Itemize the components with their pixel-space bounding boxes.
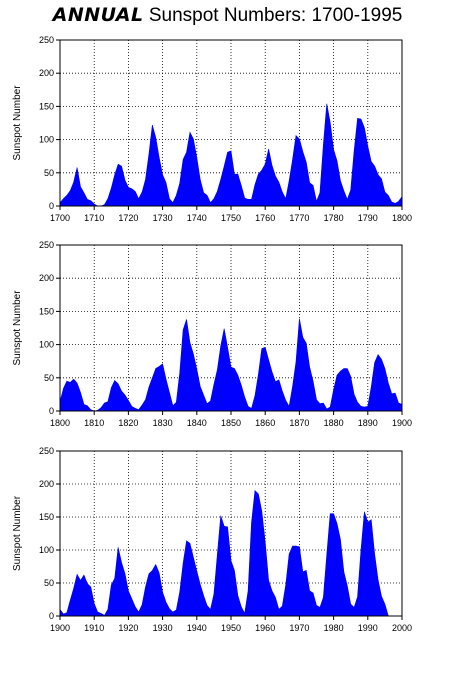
sunspot-area-series xyxy=(59,103,403,207)
y-tick-label: 100 xyxy=(39,340,54,350)
y-tick-label: 0 xyxy=(49,611,54,621)
x-tick-label: 1980 xyxy=(324,623,344,633)
x-tick-label: 1760 xyxy=(255,213,275,223)
x-tick-label: 1840 xyxy=(187,418,207,428)
x-tick-label: 1850 xyxy=(221,418,241,428)
x-tick-label: 1870 xyxy=(289,418,309,428)
page-title: ANNUAL Sunspot Numbers: 1700-1995 xyxy=(0,4,455,27)
x-tick-label: 1900 xyxy=(392,418,412,428)
y-tick-label: 200 xyxy=(39,479,54,489)
y-tick-label: 50 xyxy=(44,373,54,383)
chart-panel-3: 1900 1910 1920 1930 1940 1950 1960 1970 1980 1990… xyxy=(12,446,412,633)
x-tick-label: 1890 xyxy=(358,418,378,428)
x-tick-label: 1860 xyxy=(255,418,275,428)
y-tick-label: 150 xyxy=(39,101,54,111)
y-tick-label: 100 xyxy=(39,545,54,555)
y-axis-label: Sunspot Number xyxy=(12,495,23,571)
x-tick-label: 1790 xyxy=(358,213,378,223)
y-tick-label: 250 xyxy=(39,446,54,456)
y-tick-label: 50 xyxy=(44,578,54,588)
chart-panel-1: 1700 1710 1720 1730 1740 1750 1760 1770 1780 1790… xyxy=(12,35,412,223)
x-tick-label: 1730 xyxy=(153,213,173,223)
x-tick-label: 1770 xyxy=(289,213,309,223)
x-tick-label: 1800 xyxy=(392,213,412,223)
y-tick-label: 50 xyxy=(44,168,54,178)
x-tick-label: 1780 xyxy=(324,213,344,223)
x-tick-label: 1740 xyxy=(187,213,207,223)
y-tick-label: 200 xyxy=(39,68,54,78)
x-tick-label: 1930 xyxy=(153,623,173,633)
y-tick-label: 150 xyxy=(39,512,54,522)
x-tick-label: 1900 xyxy=(50,623,70,633)
x-tick-label: 2000 xyxy=(392,623,412,633)
x-tick-label: 1920 xyxy=(118,623,138,633)
y-tick-label: 0 xyxy=(49,406,54,416)
x-tick-label: 1800 xyxy=(50,418,70,428)
y-axis-label: Sunspot Number xyxy=(12,290,23,366)
x-tick-label: 1750 xyxy=(221,213,241,223)
y-axis-label: Sunspot Number xyxy=(12,85,23,161)
x-tick-label: 1960 xyxy=(255,623,275,633)
x-tick-label: 1820 xyxy=(118,418,138,428)
x-tick-label: 1830 xyxy=(153,418,173,428)
x-tick-label: 1700 xyxy=(50,213,70,223)
title-script-part: ANNUAL xyxy=(52,4,144,26)
y-tick-label: 250 xyxy=(39,35,54,45)
x-tick-label: 1970 xyxy=(289,623,309,633)
x-tick-label: 1950 xyxy=(221,623,241,633)
sunspot-area-series xyxy=(59,489,402,617)
x-tick-label: 1940 xyxy=(187,623,207,633)
x-tick-label: 1710 xyxy=(84,213,104,223)
sunspot-area-series xyxy=(59,318,403,412)
x-tick-label: 1880 xyxy=(324,418,344,428)
title-main-part: Sunspot Numbers: 1700-1995 xyxy=(148,5,403,26)
chart-panel-2: 1800 1810 1820 1830 1840 1850 1860 1870 1880 1890… xyxy=(12,240,412,428)
y-tick-label: 0 xyxy=(49,201,54,211)
y-tick-label: 250 xyxy=(39,240,54,250)
y-tick-label: 200 xyxy=(39,273,54,283)
y-tick-label: 100 xyxy=(39,135,54,145)
y-tick-label: 150 xyxy=(39,306,54,316)
x-tick-label: 1910 xyxy=(84,623,104,633)
x-tick-label: 1990 xyxy=(358,623,378,633)
x-tick-label: 1720 xyxy=(118,213,138,223)
x-tick-label: 1810 xyxy=(84,418,104,428)
